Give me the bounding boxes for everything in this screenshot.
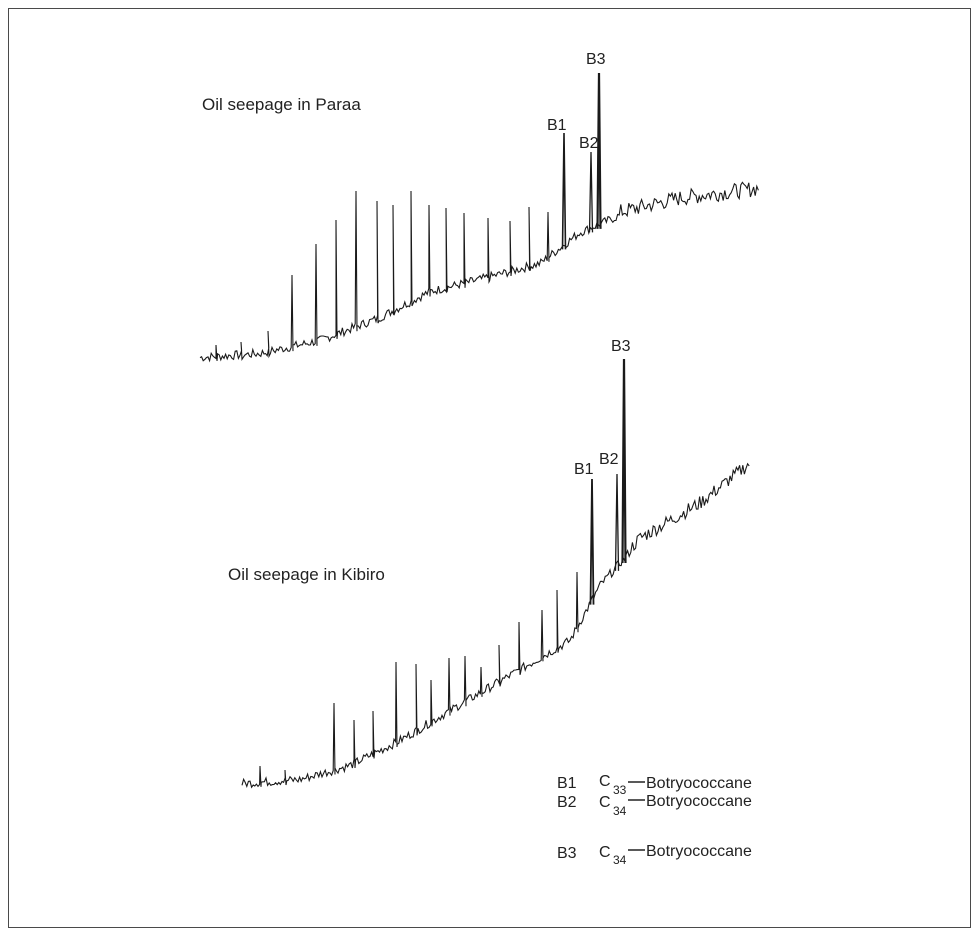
legend-carbon-b2: 34 [613,804,627,818]
peak-label-kibiro-b3: B3 [611,338,631,355]
legend-item-b3: B3 C 34 Botryococcane [557,843,752,867]
trace-kibiro [241,462,750,789]
legend-prefix-b1: C [599,773,611,790]
panel-paraa: Oil seepage in Paraa B1 B2 B3 [199,51,759,363]
panel-title-paraa: Oil seepage in Paraa [202,95,361,114]
legend-name-b3: Botryococcane [646,843,752,860]
peak-kibiro-b2 [614,473,620,571]
legend-carbon-b1: 33 [613,783,627,797]
peak-label-kibiro-b2: B2 [599,451,619,468]
peak-label-paraa-b3: B3 [586,51,606,68]
panel-kibiro: Oil seepage in Kibiro B1 B2 B3 [228,338,750,789]
peak-kibiro-b3 [621,358,627,564]
trace-paraa [199,181,759,363]
peak-label-paraa-b1: B1 [547,117,567,134]
peak-paraa-b1 [561,132,567,250]
peak-kibiro-b1 [589,478,595,605]
peak-paraa-b3 [596,72,602,229]
panel-title-kibiro: Oil seepage in Kibiro [228,565,385,584]
legend-name-b1: Botryococcane [646,775,752,792]
legend-carbon-b3: 34 [613,853,627,867]
legend-code-b1: B1 [557,775,577,792]
peak-label-paraa-b2: B2 [579,135,599,152]
peak-paraa-b2 [588,151,594,233]
legend-item-b2: B2 C 34 Botryococcane [557,793,752,818]
legend-item-b1: B1 C 33 Botryococcane [557,773,752,797]
legend-name-b2: Botryococcane [646,793,752,810]
peak-label-kibiro-b1: B1 [574,461,594,478]
legend: B1 C 33 Botryococcane B2 C 34 Botryococc… [557,773,752,867]
legend-code-b3: B3 [557,845,577,862]
legend-prefix-b2: C [599,794,611,811]
legend-prefix-b3: C [599,844,611,861]
legend-code-b2: B2 [557,794,577,811]
